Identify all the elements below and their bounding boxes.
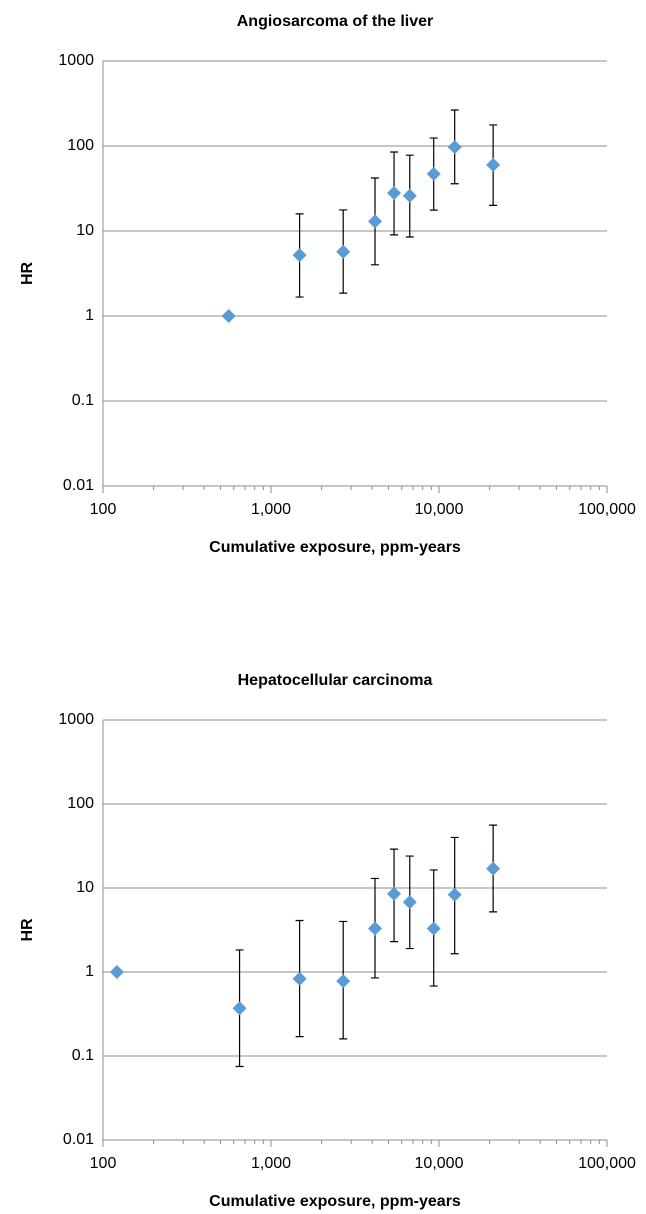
marker (109, 965, 124, 979)
marker (387, 185, 402, 200)
x-tick-label: 100,000 (578, 1155, 636, 1172)
marker (221, 309, 236, 323)
marker (426, 921, 441, 936)
y-tick-label: 100 (67, 137, 94, 154)
y-tick-label: 0.1 (72, 1047, 94, 1064)
marker (292, 971, 307, 986)
marker (368, 214, 383, 229)
marker (402, 188, 417, 203)
x-tick-label: 100,000 (578, 501, 636, 518)
marker (368, 921, 383, 936)
marker (387, 886, 402, 901)
marker (292, 248, 307, 263)
chart-title: Angiosarcoma of the liver (237, 13, 434, 30)
y-tick-label: 10 (76, 879, 94, 896)
marker (447, 140, 462, 155)
x-tick-label: 100 (90, 1155, 117, 1172)
marker (486, 861, 501, 876)
x-axis-title: Cumulative exposure, ppm-years (209, 1193, 461, 1210)
y-tick-label: 1 (85, 963, 94, 980)
y-axis-title: HR (19, 262, 36, 286)
y-tick-label: 0.01 (63, 1131, 94, 1148)
x-tick-label: 10,000 (415, 501, 464, 518)
marker (336, 974, 351, 989)
marker (447, 887, 462, 902)
y-tick-label: 0.01 (63, 477, 94, 494)
marker (336, 244, 351, 259)
y-tick-label: 0.1 (72, 392, 94, 409)
x-axis-title: Cumulative exposure, ppm-years (209, 539, 461, 556)
y-axis-title: HR (19, 918, 36, 942)
y-tick-label: 1 (85, 307, 94, 324)
x-tick-label: 1,000 (251, 501, 291, 518)
marker (402, 895, 417, 910)
y-tick-label: 1000 (58, 52, 94, 69)
marker (426, 166, 441, 181)
x-tick-label: 1,000 (251, 1155, 291, 1172)
y-tick-label: 100 (67, 795, 94, 812)
x-tick-label: 100 (90, 501, 117, 518)
marker (486, 157, 501, 172)
y-tick-label: 1000 (58, 711, 94, 728)
y-tick-label: 10 (76, 222, 94, 239)
chart-title: Hepatocellular carcinoma (238, 672, 433, 689)
x-tick-label: 10,000 (415, 1155, 464, 1172)
marker (232, 1001, 247, 1016)
